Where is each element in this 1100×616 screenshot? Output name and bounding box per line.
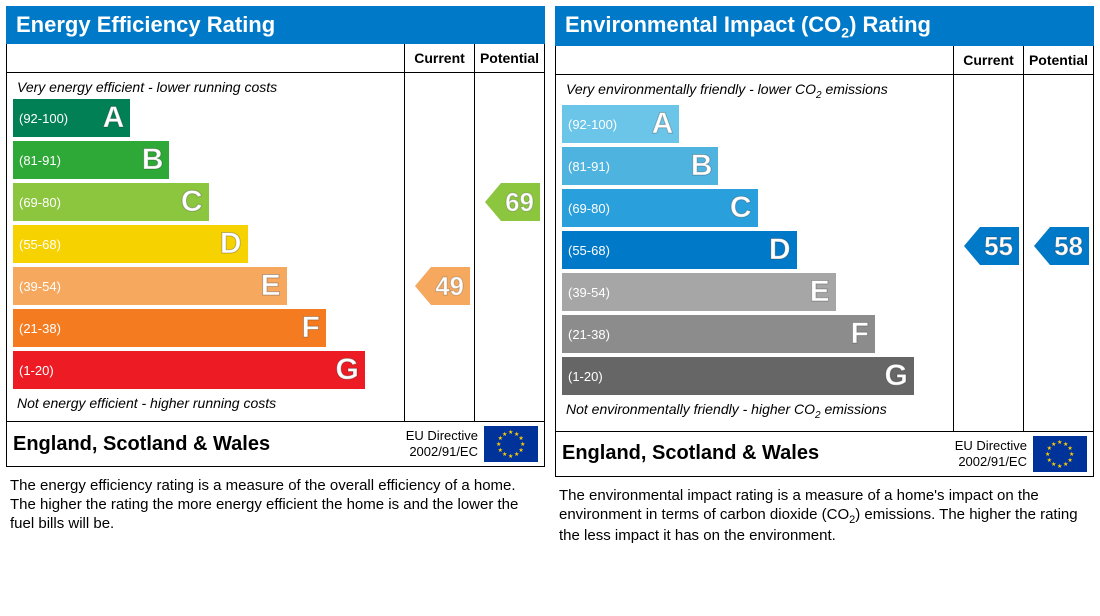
- top-note: Very environmentally friendly - lower CO…: [562, 79, 953, 105]
- rating-value: 55: [980, 227, 1019, 265]
- band-range: (21-38): [562, 327, 610, 342]
- rating-value: 58: [1050, 227, 1089, 265]
- band-range: (21-38): [13, 321, 61, 336]
- rating-pointer: 58: [1034, 227, 1089, 265]
- band-letter: C: [181, 185, 203, 219]
- band-letter: D: [220, 227, 242, 261]
- rating-pointer: 49: [415, 267, 470, 305]
- column-header-potential: Potential: [1023, 46, 1093, 74]
- environmental-grid: Current Potential Very environmentally f…: [555, 46, 1094, 477]
- eu-flag-icon: ★★★★★★★★★★★★: [1033, 436, 1087, 472]
- band-range: (69-80): [13, 195, 61, 210]
- rating-band-d: (55-68) D: [13, 225, 248, 263]
- band-range: (39-54): [562, 285, 610, 300]
- column-header-potential: Potential: [474, 44, 544, 72]
- energy-chart: Very energy efficient - lower running co…: [7, 73, 404, 421]
- rating-band-b: (81-91) B: [13, 141, 169, 179]
- country-label: England, Scotland & Wales: [13, 433, 406, 456]
- current-column: 49: [404, 73, 474, 421]
- band-letter: F: [301, 311, 319, 345]
- environmental-panel: Environmental Impact (CO2) Rating Curren…: [555, 6, 1094, 546]
- rating-band-e: (39-54) E: [13, 267, 287, 305]
- rating-band-f: (21-38) F: [562, 315, 875, 353]
- energy-grid: Current Potential Very energy efficient …: [6, 44, 545, 467]
- band-letter: B: [142, 143, 164, 177]
- rating-band-e: (39-54) E: [562, 273, 836, 311]
- band-letter: D: [769, 233, 791, 267]
- band-letter: G: [336, 353, 359, 387]
- band-range: (55-68): [13, 237, 61, 252]
- band-range: (81-91): [562, 159, 610, 174]
- band-letter: F: [850, 317, 868, 351]
- rating-value: 69: [501, 183, 540, 221]
- band-range: (1-20): [13, 363, 54, 378]
- energy-description: The energy efficiency rating is a measur…: [6, 467, 545, 533]
- band-letter: E: [810, 275, 830, 309]
- rating-pointer: 69: [485, 183, 540, 221]
- band-letter: C: [730, 191, 752, 225]
- band-letter: B: [691, 149, 713, 183]
- potential-column: 58: [1023, 75, 1093, 431]
- bottom-note: Not energy efficient - higher running co…: [13, 389, 404, 415]
- column-header-current: Current: [404, 44, 474, 72]
- band-range: (1-20): [562, 369, 603, 384]
- rating-band-d: (55-68) D: [562, 231, 797, 269]
- environmental-description: The environmental impact rating is a mea…: [555, 477, 1094, 546]
- panels-container: Energy Efficiency Rating Current Potenti…: [6, 6, 1094, 546]
- environmental-chart: Very environmentally friendly - lower CO…: [556, 75, 953, 431]
- energy-panel: Energy Efficiency Rating Current Potenti…: [6, 6, 545, 546]
- directive-label: EU Directive2002/91/EC: [955, 438, 1027, 469]
- directive-label: EU Directive2002/91/EC: [406, 428, 478, 459]
- potential-column: 69: [474, 73, 544, 421]
- eu-flag-icon: ★★★★★★★★★★★★: [484, 426, 538, 462]
- column-header-current: Current: [953, 46, 1023, 74]
- rating-band-c: (69-80) C: [13, 183, 209, 221]
- band-range: (92-100): [13, 111, 68, 126]
- band-range: (81-91): [13, 153, 61, 168]
- energy-title: Energy Efficiency Rating: [6, 6, 545, 44]
- band-letter: A: [103, 101, 125, 135]
- rating-band-a: (92-100) A: [13, 99, 130, 137]
- country-label: England, Scotland & Wales: [562, 442, 955, 465]
- rating-pointer: 55: [964, 227, 1019, 265]
- band-letter: A: [652, 107, 674, 141]
- current-column: 55: [953, 75, 1023, 431]
- environmental-title: Environmental Impact (CO2) Rating: [555, 6, 1094, 46]
- band-range: (39-54): [13, 279, 61, 294]
- rating-band-c: (69-80) C: [562, 189, 758, 227]
- rating-band-g: (1-20) G: [13, 351, 365, 389]
- band-range: (55-68): [562, 243, 610, 258]
- rating-band-f: (21-38) F: [13, 309, 326, 347]
- band-range: (92-100): [562, 117, 617, 132]
- band-letter: E: [261, 269, 281, 303]
- bottom-note: Not environmentally friendly - higher CO…: [562, 395, 953, 425]
- band-letter: G: [885, 359, 908, 393]
- band-range: (69-80): [562, 201, 610, 216]
- rating-value: 49: [431, 267, 470, 305]
- top-note: Very energy efficient - lower running co…: [13, 77, 404, 99]
- rating-band-a: (92-100) A: [562, 105, 679, 143]
- rating-band-b: (81-91) B: [562, 147, 718, 185]
- rating-band-g: (1-20) G: [562, 357, 914, 395]
